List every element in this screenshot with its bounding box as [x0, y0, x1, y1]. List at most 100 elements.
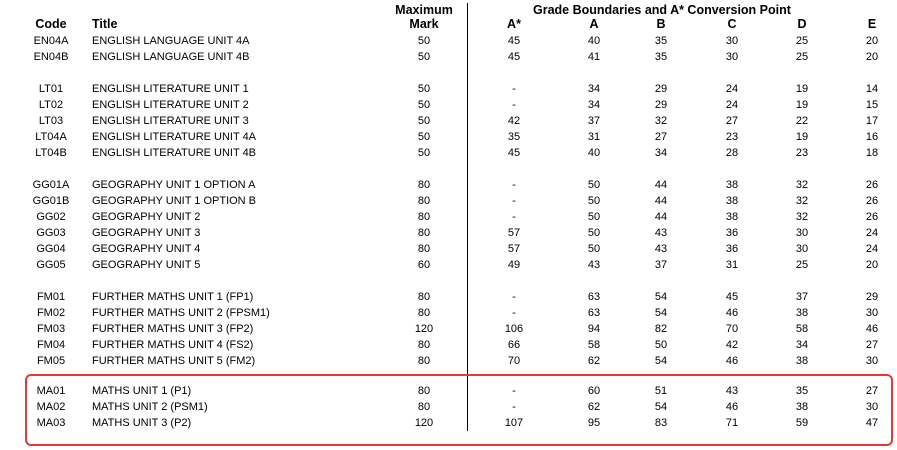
cell-b: 35: [654, 51, 668, 63]
cell-d: 38: [795, 307, 809, 319]
cell-a: 62: [587, 401, 601, 413]
cell-code: LT02: [38, 99, 64, 111]
cell-astar: 45: [507, 35, 521, 47]
header-grade-d: D: [797, 17, 807, 31]
cell-c: 70: [725, 323, 739, 335]
cell-title: GEOGRAPHY UNIT 5: [92, 259, 201, 271]
cell-d: 34: [795, 339, 809, 351]
cell-code: GG05: [36, 259, 66, 271]
cell-b: 51: [654, 385, 668, 397]
cell-code: EN04B: [33, 51, 69, 63]
cell-b: 44: [654, 179, 668, 191]
cell-code: FM02: [36, 307, 66, 319]
cell-a: 31: [587, 131, 601, 143]
cell-a: 50: [587, 179, 601, 191]
cell-code: FM04: [36, 339, 66, 351]
cell-d: 58: [795, 323, 809, 335]
cell-d: 59: [795, 417, 809, 429]
cell-d: 30: [795, 227, 809, 239]
cell-max: 80: [417, 179, 431, 191]
cell-c: 45: [725, 291, 739, 303]
cell-b: 35: [654, 35, 668, 47]
cell-astar: 57: [507, 227, 521, 239]
cell-code: MA02: [36, 401, 66, 413]
cell-a: 50: [587, 243, 601, 255]
cell-title: MATHS UNIT 1 (P1): [92, 385, 192, 397]
cell-astar: 107: [504, 417, 524, 429]
cell-a: 58: [587, 339, 601, 351]
cell-code: GG03: [36, 227, 66, 239]
cell-d: 19: [795, 83, 809, 95]
header-astar: A*: [507, 17, 521, 31]
cell-code: MA01: [36, 385, 66, 397]
cell-d: 32: [795, 179, 809, 191]
cell-astar: -: [512, 211, 516, 223]
cell-d: 25: [795, 259, 809, 271]
cell-code: GG01A: [32, 179, 70, 191]
cell-c: 24: [725, 83, 739, 95]
cell-title: ENGLISH LITERATURE UNIT 4B: [92, 147, 257, 159]
cell-a: 34: [587, 83, 601, 95]
cell-code: GG02: [36, 211, 66, 223]
cell-code: FM05: [36, 355, 66, 367]
cell-code: FM01: [36, 291, 66, 303]
cell-c: 23: [725, 131, 739, 143]
column-divider: [467, 3, 468, 431]
cell-b: 32: [654, 115, 668, 127]
cell-astar: -: [512, 307, 516, 319]
cell-max: 80: [417, 227, 431, 239]
cell-c: 46: [725, 401, 739, 413]
cell-b: 82: [654, 323, 668, 335]
cell-d: 32: [795, 195, 809, 207]
cell-e: 27: [865, 385, 879, 397]
cell-astar: 70: [507, 355, 521, 367]
cell-c: 71: [725, 417, 739, 429]
cell-e: 26: [865, 179, 879, 191]
cell-d: 38: [795, 401, 809, 413]
cell-max: 80: [417, 291, 431, 303]
cell-astar: 45: [507, 147, 521, 159]
cell-b: 54: [654, 307, 668, 319]
header-title: Title: [92, 17, 118, 31]
cell-a: 94: [587, 323, 601, 335]
header-mark: Mark: [409, 17, 439, 31]
cell-astar: -: [512, 195, 516, 207]
cell-d: 32: [795, 211, 809, 223]
cell-astar: 106: [504, 323, 524, 335]
cell-e: 15: [865, 99, 879, 111]
cell-title: FURTHER MATHS UNIT 1 (FP1): [92, 291, 254, 303]
cell-title: FURTHER MATHS UNIT 5 (FM2): [92, 355, 256, 367]
cell-code: MA03: [36, 417, 66, 429]
maths-highlight-box: [25, 374, 893, 446]
cell-d: 25: [795, 51, 809, 63]
cell-e: 46: [865, 323, 879, 335]
cell-e: 24: [865, 243, 879, 255]
cell-c: 28: [725, 147, 739, 159]
cell-a: 43: [587, 259, 601, 271]
cell-d: 19: [795, 99, 809, 111]
cell-a: 37: [587, 115, 601, 127]
cell-code: LT01: [38, 83, 64, 95]
cell-e: 14: [865, 83, 879, 95]
cell-max: 80: [417, 339, 431, 351]
header-grade-c: C: [727, 17, 737, 31]
cell-c: 46: [725, 355, 739, 367]
cell-max: 80: [417, 355, 431, 367]
cell-max: 50: [417, 99, 431, 111]
cell-a: 41: [587, 51, 601, 63]
cell-max: 80: [417, 211, 431, 223]
cell-d: 30: [795, 243, 809, 255]
cell-astar: 66: [507, 339, 521, 351]
cell-e: 30: [865, 355, 879, 367]
cell-title: MATHS UNIT 2 (PSM1): [92, 401, 208, 413]
cell-astar: -: [512, 385, 516, 397]
cell-title: GEOGRAPHY UNIT 1 OPTION A: [92, 179, 256, 191]
cell-astar: -: [512, 401, 516, 413]
cell-max: 80: [417, 385, 431, 397]
cell-title: ENGLISH LANGUAGE UNIT 4B: [92, 51, 250, 63]
cell-max: 80: [417, 195, 431, 207]
cell-c: 30: [725, 35, 739, 47]
cell-title: ENGLISH LITERATURE UNIT 3: [92, 115, 249, 127]
cell-d: 23: [795, 147, 809, 159]
